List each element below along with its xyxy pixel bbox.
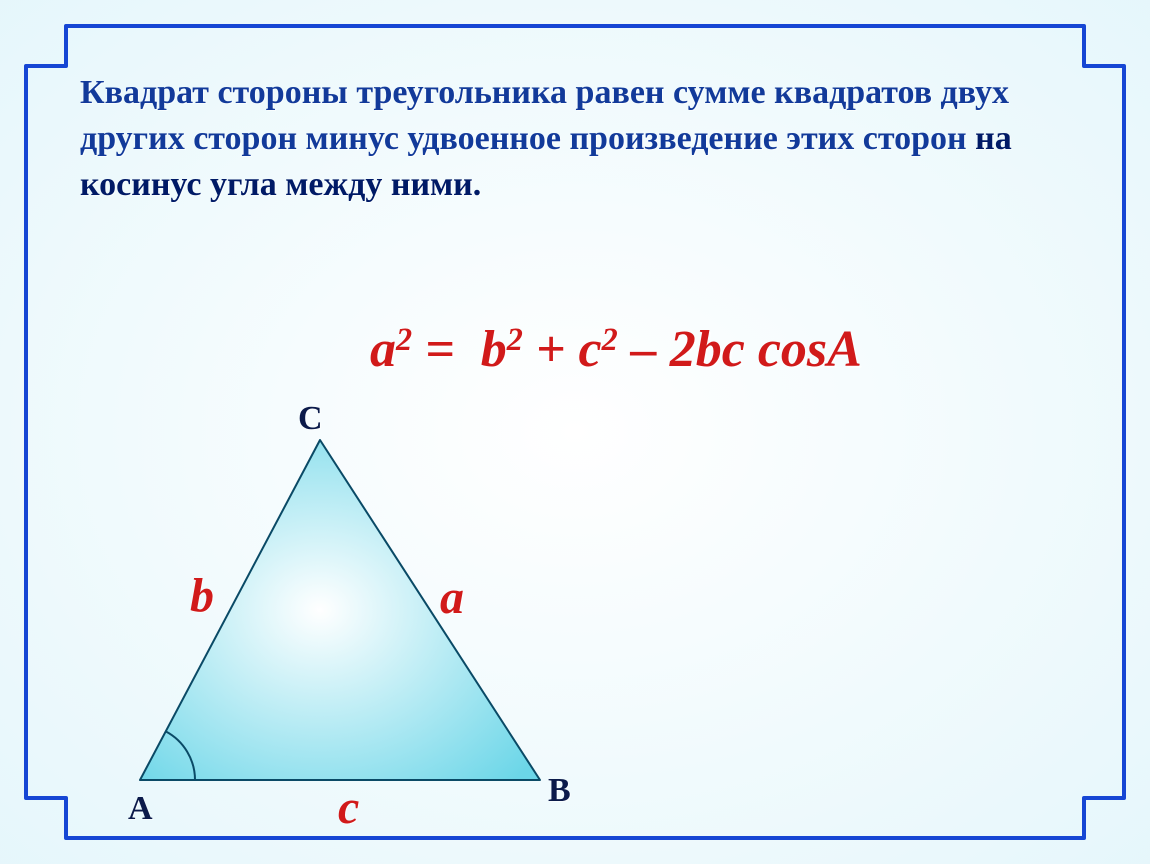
side-label-c: c (338, 780, 359, 835)
formula-a: a (370, 321, 396, 378)
formula-plus: + (523, 321, 579, 378)
theorem-text: Квадрат стороны треугольника равен сумме… (80, 70, 1070, 208)
formula-c-exp: 2 (602, 321, 618, 357)
side-label-b: b (190, 568, 214, 623)
theorem-main: Квадрат стороны треугольника равен сумме… (80, 74, 1009, 157)
triangle-diagram: A B C a b c (100, 400, 620, 830)
formula-b-exp: 2 (507, 321, 523, 357)
formula-2bc: 2bc (670, 321, 745, 378)
formula-a-exp: 2 (396, 321, 412, 357)
formula-space (745, 321, 758, 378)
formula-eq: = (412, 321, 468, 378)
vertex-label-A: A (128, 790, 153, 828)
vertex-label-C: C (298, 400, 323, 438)
formula-c: c (579, 321, 602, 378)
triangle-svg (100, 400, 620, 830)
formula-cosA: cosA (758, 321, 862, 378)
vertex-label-B: B (548, 772, 571, 810)
slide-page: Квадрат стороны треугольника равен сумме… (0, 0, 1150, 864)
formula-b: b (481, 321, 507, 378)
side-label-a: a (440, 570, 464, 625)
formula-minus: – (618, 321, 670, 378)
law-of-cosines-formula: a2 = b2 + c2 – 2bc cosA (370, 320, 862, 379)
